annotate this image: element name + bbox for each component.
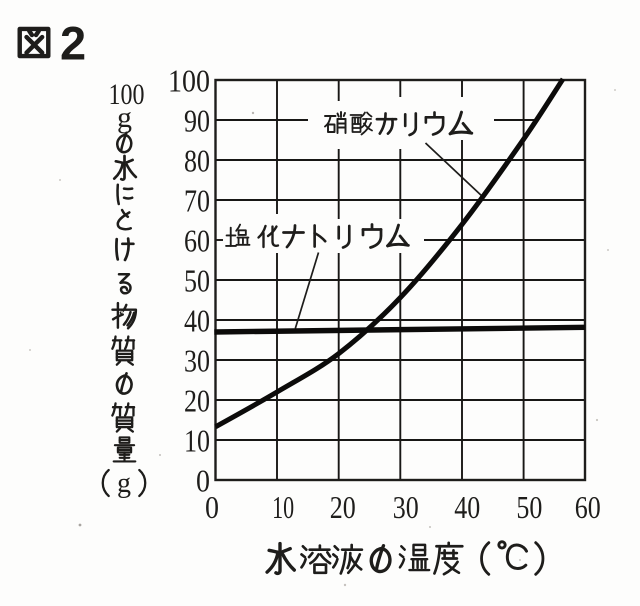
svg-text:10: 10 <box>184 423 210 459</box>
svg-text:80: 80 <box>184 143 210 179</box>
svg-text:60: 60 <box>184 223 210 259</box>
svg-text:100: 100 <box>109 78 145 111</box>
svg-text:50: 50 <box>184 263 210 299</box>
svg-text:100: 100 <box>168 63 210 99</box>
svg-text:70: 70 <box>184 183 210 219</box>
svg-text:g: g <box>117 468 131 499</box>
svg-text:20: 20 <box>330 489 356 525</box>
svg-text:60: 60 <box>575 489 601 525</box>
svg-text:40: 40 <box>454 489 480 525</box>
svg-text:10: 10 <box>272 489 294 525</box>
svg-text:0: 0 <box>196 463 210 499</box>
svg-text:g: g <box>117 101 132 134</box>
svg-text:30: 30 <box>184 343 210 379</box>
svg-text:20: 20 <box>184 383 210 419</box>
svg-text:50: 50 <box>516 489 542 525</box>
svg-text:90: 90 <box>184 103 210 139</box>
svg-text:0: 0 <box>205 489 219 525</box>
svg-text:30: 30 <box>393 489 419 525</box>
svg-text:40: 40 <box>184 303 210 339</box>
svg-text:2: 2 <box>60 17 86 70</box>
